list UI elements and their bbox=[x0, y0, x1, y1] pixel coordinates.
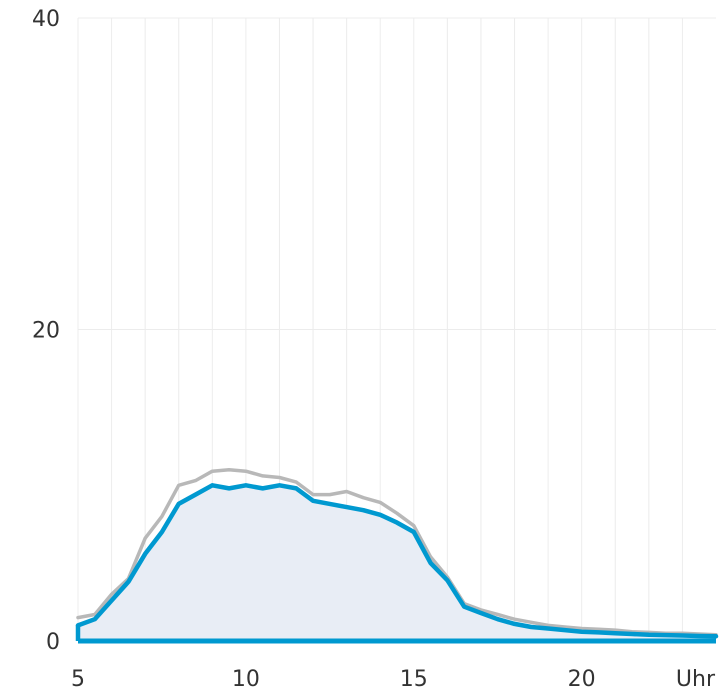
y-tick-label: 40 bbox=[32, 7, 60, 32]
x-tick-label: 15 bbox=[400, 667, 428, 692]
x-tick-label: 20 bbox=[568, 667, 596, 692]
tick-labels: 0 20 40 5 10 15 20 Uhr bbox=[32, 7, 716, 692]
series-line-main bbox=[75, 483, 719, 639]
x-tick-label: 5 bbox=[71, 667, 85, 692]
y-tick-label: 0 bbox=[46, 630, 60, 655]
area-fill bbox=[78, 485, 716, 641]
grid-lines bbox=[77, 17, 716, 641]
x-tick-label: 10 bbox=[232, 667, 260, 692]
y-tick-label: 20 bbox=[32, 319, 60, 344]
area-shape bbox=[78, 485, 716, 641]
series-lines bbox=[75, 467, 719, 644]
series-line-comparison bbox=[76, 467, 718, 637]
x-axis-label: Uhr bbox=[676, 667, 716, 692]
